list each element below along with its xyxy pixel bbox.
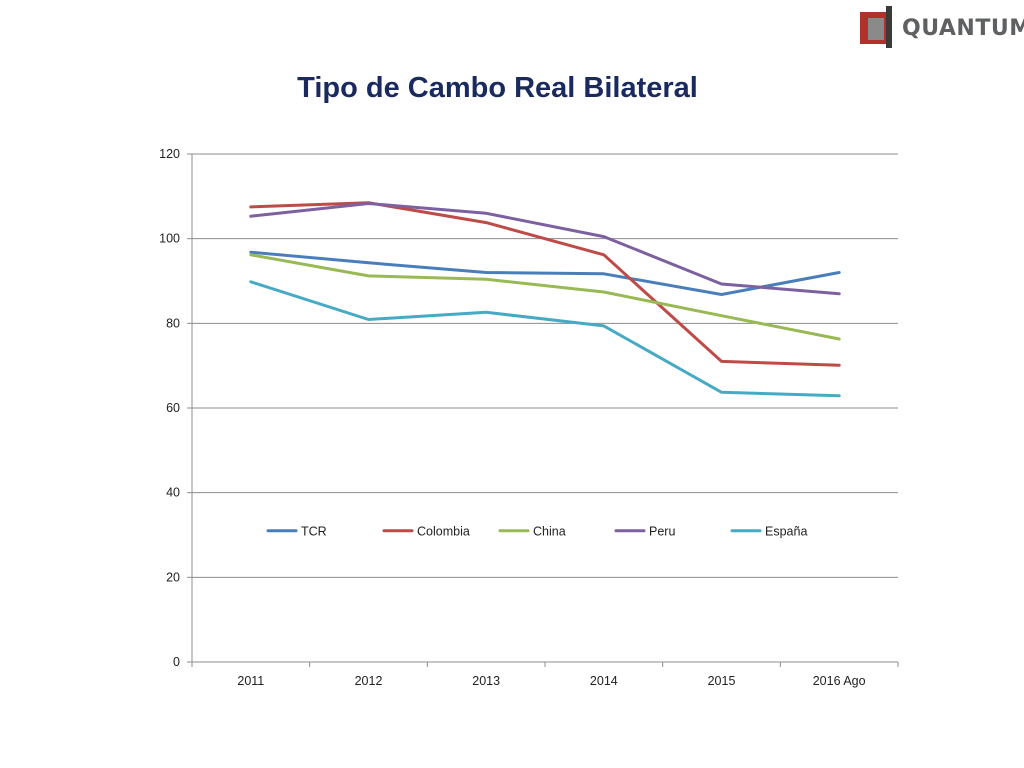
axes: 0 20 40 60 80 100 120 2011 2012 2013 2014 2015 2016 …	[159, 147, 899, 688]
series-line-colombia	[249, 201, 841, 367]
series-line-espa-a	[249, 280, 841, 398]
legend-label: TCR	[301, 524, 327, 538]
y-tick-label: 60	[166, 401, 180, 415]
quantum-logo-icon	[860, 6, 892, 48]
series-line-tcr	[249, 250, 841, 296]
slide-title: Tipo de Cambo Real Bilateral	[297, 72, 698, 104]
x-tick-label: 2013	[472, 674, 500, 688]
y-tick-label: 0	[173, 655, 180, 669]
x-tick-label: 2012	[355, 674, 383, 688]
y-tick-label: 40	[166, 486, 180, 500]
x-tick-label: 2011	[237, 674, 264, 688]
series-lines	[249, 201, 841, 398]
y-tick-label: 100	[159, 232, 180, 246]
series-line-peru	[249, 202, 841, 296]
x-tick-label: 2015	[708, 674, 736, 688]
legend-label: China	[533, 524, 566, 538]
logo-text: QUANTUM	[902, 16, 1024, 41]
gridlines	[192, 153, 898, 578]
x-tick-label: 2016 Ago	[813, 674, 866, 688]
quantum-logo: QUANTUM	[858, 6, 1024, 50]
series-line-china	[249, 253, 841, 341]
legend: TCR Colombia China Peru España	[266, 524, 807, 538]
x-tick-label: 2014	[590, 674, 618, 688]
y-tick-label: 20	[166, 570, 180, 584]
legend-label: Colombia	[417, 524, 470, 538]
legend-label: Peru	[649, 524, 675, 538]
y-tick-label: 80	[166, 316, 180, 330]
y-tick-label: 120	[159, 147, 180, 161]
legend-label: España	[765, 524, 807, 538]
